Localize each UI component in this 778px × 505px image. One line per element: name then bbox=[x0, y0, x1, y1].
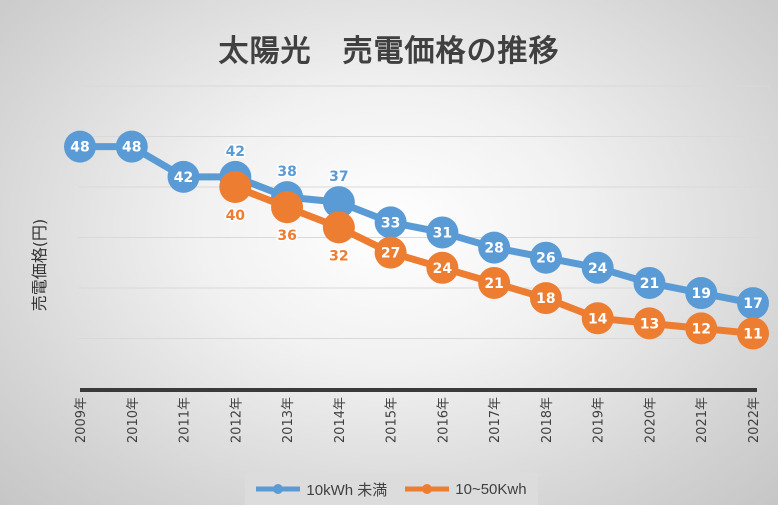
data-point bbox=[115, 130, 148, 163]
data-point bbox=[581, 302, 614, 335]
data-point bbox=[478, 266, 511, 299]
data-point bbox=[322, 186, 355, 219]
data-label: 33 bbox=[381, 215, 400, 231]
legend-item-series-1: 10kWh 未満 bbox=[256, 479, 387, 500]
x-tick-label: 2013年 bbox=[281, 397, 296, 443]
data-point bbox=[426, 216, 459, 249]
x-tick-label: 2018年 bbox=[540, 397, 555, 443]
data-point bbox=[529, 241, 562, 274]
data-point bbox=[737, 317, 769, 350]
x-tick-label: 2019年 bbox=[592, 397, 607, 443]
data-point bbox=[64, 130, 96, 163]
x-tick-label: 2011年 bbox=[178, 397, 193, 443]
data-label: 24 bbox=[588, 261, 608, 277]
data-point bbox=[374, 206, 407, 239]
data-point bbox=[633, 307, 666, 340]
x-tick-label: 2009年 bbox=[74, 397, 89, 443]
data-label: 21 bbox=[484, 276, 503, 292]
data-label: 42 bbox=[174, 170, 193, 186]
legend-marker-series-1 bbox=[256, 484, 301, 494]
legend-item-series-2: 10~50Kwh bbox=[405, 480, 527, 498]
data-label: 42 bbox=[226, 144, 245, 160]
data-point bbox=[685, 312, 718, 345]
x-tick-label: 2012年 bbox=[229, 397, 244, 443]
data-label: 26 bbox=[536, 251, 555, 267]
data-label: 40 bbox=[226, 208, 246, 224]
data-label: 36 bbox=[277, 228, 296, 244]
data-label: 13 bbox=[640, 316, 659, 332]
data-label: 11 bbox=[743, 326, 762, 342]
x-tick-label: 2015年 bbox=[385, 397, 400, 443]
data-label: 24 bbox=[433, 261, 453, 277]
legend: 10kWh 未満 10~50Kwh bbox=[245, 473, 538, 505]
data-point bbox=[374, 236, 407, 269]
data-point bbox=[685, 277, 718, 310]
data-label: 31 bbox=[433, 225, 452, 241]
data-label: 48 bbox=[122, 140, 141, 156]
data-point bbox=[167, 160, 200, 193]
data-label: 17 bbox=[743, 296, 762, 312]
data-point bbox=[633, 266, 666, 299]
data-point bbox=[737, 287, 769, 320]
x-tick-label: 2022年 bbox=[747, 397, 762, 443]
x-tick-label: 2021年 bbox=[695, 397, 710, 443]
x-tick-label: 2020年 bbox=[643, 397, 658, 443]
data-label: 18 bbox=[536, 291, 555, 307]
data-label: 27 bbox=[381, 246, 400, 262]
legend-marker-series-2 bbox=[405, 484, 450, 494]
data-label: 19 bbox=[691, 286, 710, 302]
legend-label-series-1: 10kWh 未満 bbox=[306, 481, 388, 499]
data-point bbox=[581, 251, 614, 284]
data-label: 21 bbox=[640, 276, 659, 292]
chart-title: 太陽光 売電価格の推移 bbox=[218, 34, 560, 69]
data-label: 14 bbox=[588, 311, 608, 327]
data-label: 38 bbox=[277, 164, 296, 180]
data-point bbox=[271, 191, 304, 224]
data-label: 32 bbox=[329, 248, 348, 264]
data-point bbox=[426, 251, 459, 284]
x-tick-label: 2010年 bbox=[126, 397, 141, 443]
legend-label-series-2: 10~50Kwh bbox=[455, 480, 527, 498]
x-tick-label: 2016年 bbox=[436, 397, 451, 443]
data-point bbox=[219, 171, 252, 203]
data-label: 28 bbox=[484, 241, 503, 257]
data-point bbox=[529, 282, 562, 315]
data-point bbox=[322, 211, 355, 244]
data-point bbox=[478, 231, 511, 264]
data-label: 37 bbox=[329, 169, 348, 185]
data-label: 12 bbox=[691, 321, 710, 337]
x-tick-label: 2014年 bbox=[333, 397, 348, 443]
data-label: 48 bbox=[70, 140, 89, 156]
x-tick-label: 2017年 bbox=[488, 397, 503, 443]
